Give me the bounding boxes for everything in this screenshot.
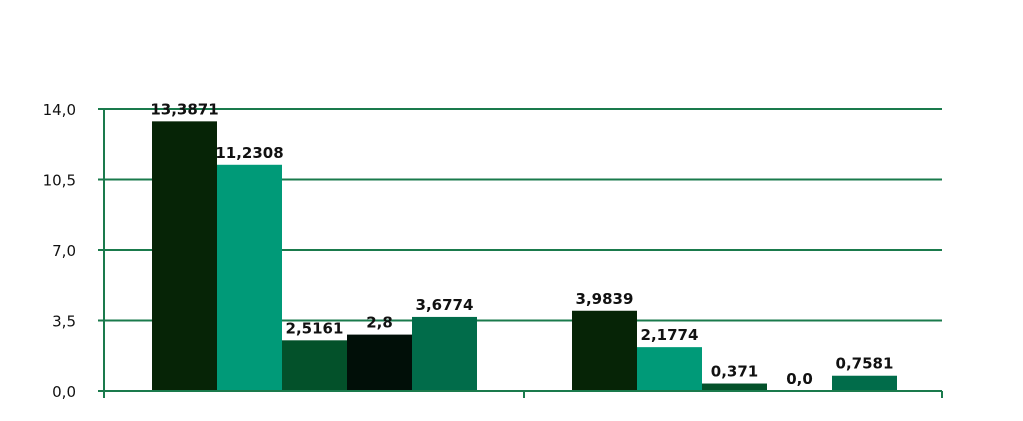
- bar: [702, 383, 767, 391]
- data-label: 0,0: [786, 370, 813, 388]
- y-tick-label: 3,5: [52, 313, 76, 331]
- bar: [152, 121, 217, 392]
- y-tick-label: 7,0: [52, 242, 76, 260]
- bar: [412, 316, 477, 391]
- y-tick-label: 0,0: [52, 383, 76, 401]
- data-label: 11,2308: [215, 144, 283, 162]
- y-axis-ticks: 0,0 3,5 7,0 10,5 14,0: [43, 101, 104, 401]
- bar: [217, 164, 282, 391]
- data-label: 3,9839: [576, 290, 634, 308]
- y-tick-label: 10,5: [43, 172, 76, 190]
- data-labels: 13,3871 11,2308 2,5161 2,8 3,6774 3,9839 2,177…: [150, 100, 893, 388]
- bar: [832, 375, 897, 391]
- data-label: 13,3871: [150, 100, 218, 118]
- bar: [347, 334, 412, 391]
- data-label: 2,5161: [286, 319, 344, 337]
- data-label: 2,1774: [641, 326, 699, 344]
- bar: [572, 310, 637, 391]
- bar-series: [152, 121, 897, 392]
- data-label: 0,371: [711, 363, 758, 381]
- data-label: 0,7581: [836, 355, 894, 373]
- data-label: 2,8: [366, 314, 393, 332]
- data-label: 3,6774: [416, 296, 474, 314]
- bar: [637, 347, 702, 391]
- bar: [282, 340, 347, 391]
- y-tick-label: 14,0: [43, 101, 76, 119]
